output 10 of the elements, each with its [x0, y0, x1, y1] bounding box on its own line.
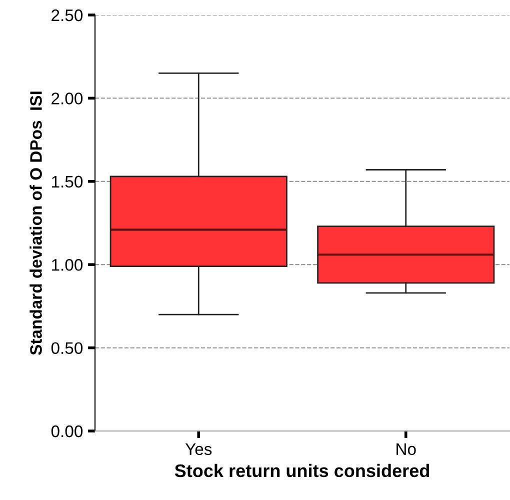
y-tick-label: 2.00 [52, 92, 83, 104]
x-tick-label: Yes [185, 443, 212, 456]
y-tick-label: 0.50 [51, 342, 83, 354]
y-axis-title: Standard deviation of O DPos ISI [30, 92, 42, 355]
y-tick-label: 2.50 [52, 9, 83, 22]
x-tick-label: No [396, 443, 416, 456]
y-tick-label: 1.50 [52, 176, 83, 188]
y-tick-label: 0.00 [51, 425, 83, 438]
y-tick-label: 1.00 [52, 259, 83, 271]
x-axis-title: Stock return units considered [174, 464, 429, 478]
